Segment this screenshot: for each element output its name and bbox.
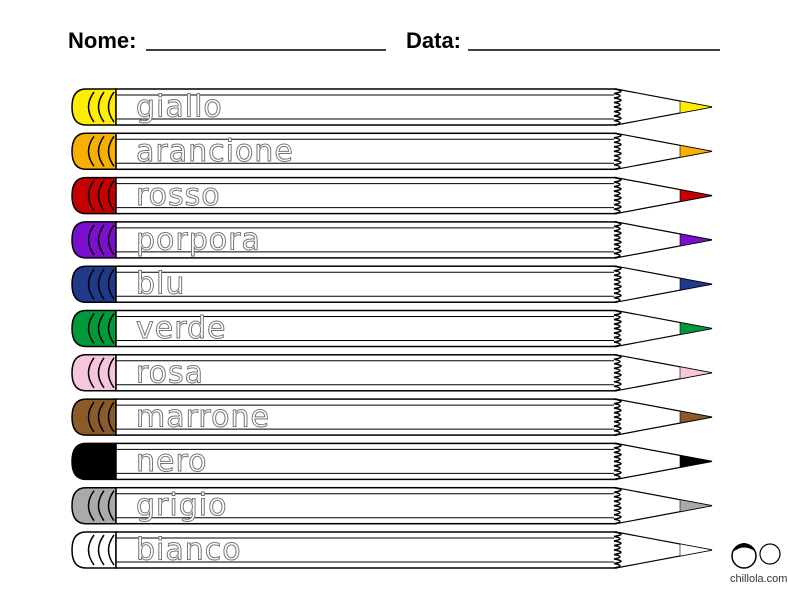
cap-ring xyxy=(107,91,115,123)
pencil-tip xyxy=(679,455,713,468)
pencil-word: grigio xyxy=(136,488,227,523)
pencil-word: verde xyxy=(136,311,227,346)
pencil-wave xyxy=(613,354,622,392)
cap-ring xyxy=(87,490,95,522)
logo-text: chillola.com xyxy=(730,573,787,585)
pencil-wave xyxy=(613,398,622,436)
pencil-tip xyxy=(679,366,713,380)
logo-face xyxy=(759,543,781,565)
cap-ring xyxy=(97,91,105,123)
pencil-cap xyxy=(71,265,117,303)
pencil: grigio xyxy=(71,486,713,525)
pencil-wave xyxy=(613,88,622,126)
cap-ring xyxy=(97,401,105,433)
pencil-tip xyxy=(679,499,713,513)
cap-ring xyxy=(107,180,115,212)
pencil-cap xyxy=(71,531,117,569)
pencil-cap xyxy=(71,398,117,436)
cap-ring xyxy=(97,490,105,522)
date-label: Data: xyxy=(406,28,461,53)
pencil: bianco xyxy=(71,531,713,569)
cap-ring xyxy=(97,445,105,477)
cap-ring xyxy=(107,313,115,344)
pencil: giallo xyxy=(71,88,713,126)
cap-ring xyxy=(87,357,95,389)
pencil-word: bianco xyxy=(136,533,242,568)
cap-ring xyxy=(107,490,115,522)
pencil-body xyxy=(115,265,617,303)
cap-ring xyxy=(87,91,95,123)
pencil-cap xyxy=(71,486,117,525)
logo-faces xyxy=(731,543,781,569)
pencil-word: marrone xyxy=(136,400,270,435)
pencil-wave xyxy=(613,486,622,525)
pencil-wave xyxy=(613,309,622,348)
pencil-tip xyxy=(679,233,713,247)
pencil-tip xyxy=(679,277,713,291)
cap-ring xyxy=(107,224,115,256)
logo-hair xyxy=(732,543,756,552)
cap-ring xyxy=(97,224,105,256)
pencil: verde xyxy=(71,309,713,348)
pencil-cap xyxy=(71,132,117,171)
pencil-wave xyxy=(613,531,622,569)
pencil-cap xyxy=(71,176,117,215)
cap-ring xyxy=(97,135,105,167)
pencil-tip xyxy=(679,322,713,335)
cap-ring xyxy=(87,401,95,433)
pencil-wave xyxy=(613,265,622,303)
cap-ring xyxy=(97,268,105,300)
cap-ring xyxy=(107,445,115,477)
pencil-tip xyxy=(679,543,713,557)
pencil-tip xyxy=(679,410,713,424)
pencil-wave xyxy=(613,221,622,259)
pencil-word: giallo xyxy=(136,90,223,125)
pencil-word: nero xyxy=(136,444,208,479)
pencil: rosa xyxy=(71,354,713,392)
cap-ring xyxy=(97,180,105,212)
pencil: porpora xyxy=(71,221,713,259)
pencil: blu xyxy=(71,265,713,303)
cap-ring xyxy=(107,268,115,300)
cap-ring xyxy=(87,534,95,566)
cap-ring xyxy=(107,357,115,389)
pencil-word: blu xyxy=(136,267,185,302)
pencil-tip xyxy=(679,100,713,114)
pencil-wave xyxy=(613,132,622,171)
pencil-cap xyxy=(71,221,117,259)
pencil-tip xyxy=(679,144,713,158)
cap-ring xyxy=(87,180,95,212)
pencil: rosso xyxy=(71,176,713,215)
pencil-wave xyxy=(613,442,622,481)
cap-ring xyxy=(107,401,115,433)
cap-ring xyxy=(87,135,95,167)
pencil-cap xyxy=(71,354,117,392)
name-label: Nome: xyxy=(68,28,136,53)
pencil-word: rosso xyxy=(136,178,221,213)
pencil-cap xyxy=(71,88,117,126)
cap-ring xyxy=(97,357,105,389)
cap-ring xyxy=(97,313,105,344)
cap-ring xyxy=(107,135,115,167)
cap-ring xyxy=(97,534,105,566)
cap-ring xyxy=(87,224,95,256)
pencil-word: arancione xyxy=(136,134,294,169)
pencil-tip xyxy=(679,189,713,202)
cap-ring xyxy=(87,445,95,477)
pencil: marrone xyxy=(71,398,713,436)
pencil-word: porpora xyxy=(136,222,261,257)
pencil-wave xyxy=(613,176,622,215)
cap-ring xyxy=(87,313,95,344)
pencil: arancione xyxy=(71,132,713,171)
pencil: nero xyxy=(71,442,713,481)
pencil-word: rosa xyxy=(136,355,204,390)
cap-ring xyxy=(87,268,95,300)
cap-ring xyxy=(107,534,115,566)
pencil-cap xyxy=(71,309,117,348)
pencil-cap xyxy=(71,442,117,481)
